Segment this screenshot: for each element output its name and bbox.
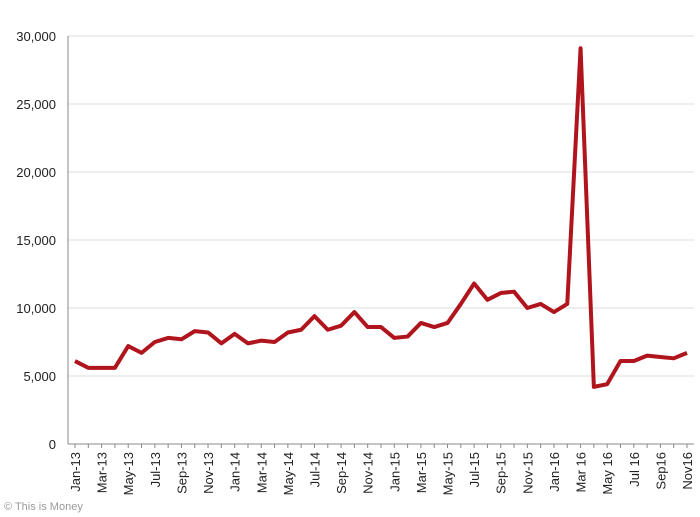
x-tick-label: Mar 16 [574,452,589,492]
y-tick-label: 10,000 [16,301,56,316]
x-tick-label: Nov16 [680,452,695,490]
x-tick-label: Nov-13 [201,452,216,494]
x-tick-label: Sep-14 [334,452,349,494]
x-tick-label: Jan-15 [387,452,402,492]
x-tick-label: Jan-13 [68,452,83,492]
x-tick-label: May-15 [441,452,456,495]
y-tick-label: 15,000 [16,233,56,248]
x-tick-label: Jan-16 [547,452,562,492]
x-tick-label: Nov-14 [361,452,376,494]
x-tick-label: Mar-15 [414,452,429,493]
x-tick-label: Jul-14 [307,452,322,487]
y-tick-label: 25,000 [16,97,56,112]
x-tick-label: Sep16 [653,452,668,490]
x-tick-label: Mar-14 [254,452,269,493]
x-tick-label: Jul 16 [627,452,642,487]
data-line [74,46,688,389]
x-tick-label: Nov-15 [520,452,535,494]
y-tick-label: 0 [49,437,56,452]
x-tick-label: May-13 [121,452,136,495]
x-tick-label: Jul-13 [148,452,163,487]
y-tick-label: 5,000 [23,369,56,384]
x-tick-label: May-14 [281,452,296,495]
x-tick-label: Jul-15 [467,452,482,487]
x-tick-label: Mar-13 [95,452,110,493]
x-tick-label: Jan-14 [228,452,243,492]
x-tick-label: Sep-15 [494,452,509,494]
x-tick-label: May 16 [600,452,615,495]
y-tick-label: 30,000 [16,29,56,44]
y-tick-label: 20,000 [16,165,56,180]
x-tick-label: Sep-13 [174,452,189,494]
source-credit: © This is Money [4,501,83,513]
